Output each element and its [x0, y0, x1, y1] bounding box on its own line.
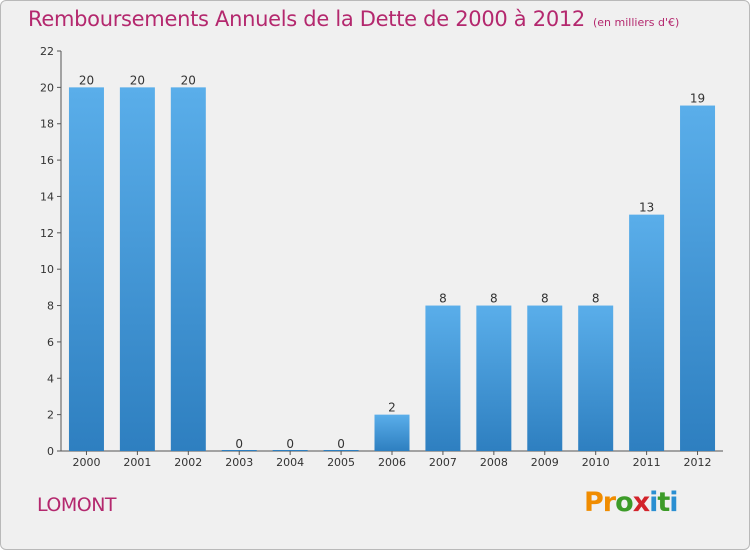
x-tick-label: 2004 — [276, 456, 304, 469]
bar — [170, 87, 206, 451]
y-tick-label: 8 — [47, 300, 54, 313]
bar — [119, 87, 155, 451]
y-tick-label: 4 — [47, 372, 54, 385]
logo-letter: x — [632, 487, 650, 518]
bar-value-label: 20 — [79, 73, 94, 87]
bar — [680, 105, 716, 451]
logo-letter: t — [657, 487, 670, 518]
x-tick-label: 2002 — [174, 456, 202, 469]
commune-name: LOMONT — [37, 494, 117, 516]
y-tick-label: 18 — [40, 118, 54, 131]
bar-value-label: 0 — [235, 437, 243, 451]
title-text: Remboursements Annuels de la Dette de 20… — [28, 7, 585, 31]
bar — [272, 450, 308, 451]
bar — [527, 305, 563, 451]
bar-value-label: 13 — [639, 201, 654, 215]
bar-value-label: 20 — [181, 73, 196, 87]
logo-letter: i — [649, 487, 658, 518]
x-tick-label: 2009 — [531, 456, 559, 469]
value-labels: 20 20 20 0 0 0 2 8 8 8 8 13 19 — [79, 73, 705, 451]
bar — [629, 214, 665, 451]
y-tick-label: 10 — [40, 263, 54, 276]
chart-title: Remboursements Annuels de la Dette de 20… — [28, 7, 679, 31]
bar — [221, 450, 257, 451]
x-tick-label: 2003 — [225, 456, 253, 469]
bars — [68, 87, 716, 451]
bar-value-label: 2 — [388, 401, 396, 415]
bar-value-label: 0 — [286, 437, 294, 451]
bar — [476, 305, 512, 451]
y-tick-label: 0 — [47, 445, 54, 458]
x-tick-label: 2011 — [633, 456, 661, 469]
x-tick-label: 2000 — [72, 456, 100, 469]
y-tick-label: 20 — [40, 81, 54, 94]
y-tick-label: 16 — [40, 154, 54, 167]
logo-letter: i — [669, 487, 678, 518]
bar — [68, 87, 104, 451]
bar — [374, 414, 410, 451]
bar — [323, 450, 359, 451]
logo-letter: o — [615, 487, 634, 518]
bar-value-label: 0 — [337, 437, 345, 451]
unit-label: (en milliers d'€) — [593, 16, 680, 29]
x-tick-label: 2005 — [327, 456, 355, 469]
y-tick-label: 6 — [47, 336, 54, 349]
x-tick-label: 2012 — [684, 456, 712, 469]
y-tick-label: 14 — [40, 190, 54, 203]
bar — [425, 305, 461, 451]
x-tick-label: 2007 — [429, 456, 457, 469]
y-tick-label: 22 — [40, 45, 54, 58]
x-tick-label: 2008 — [480, 456, 508, 469]
bar-value-label: 8 — [490, 292, 498, 306]
logo-letter: r — [602, 487, 616, 518]
proxiti-logo: Proxiti — [584, 487, 679, 518]
x-tick-label: 2006 — [378, 456, 406, 469]
bar — [578, 305, 614, 451]
x-tick-label: 2001 — [123, 456, 151, 469]
bar-value-label: 20 — [130, 73, 145, 87]
x-tick-label: 2010 — [582, 456, 610, 469]
y-tick-label: 2 — [47, 409, 54, 422]
bar-value-label: 8 — [592, 292, 600, 306]
bar-value-label: 8 — [439, 292, 447, 306]
bar-value-label: 8 — [541, 292, 549, 306]
logo-letter: P — [584, 487, 604, 518]
bar-value-label: 19 — [690, 92, 705, 106]
y-tick-label: 12 — [40, 227, 54, 240]
